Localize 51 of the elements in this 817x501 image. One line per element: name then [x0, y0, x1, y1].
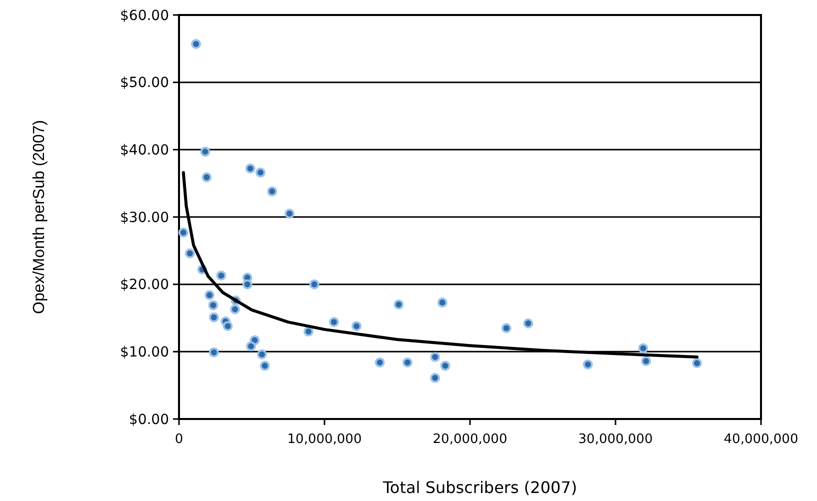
y-tick-label: $10.00	[120, 344, 169, 361]
point	[178, 227, 188, 238]
point	[191, 38, 202, 49]
point	[184, 248, 195, 258]
point	[641, 356, 652, 366]
point	[430, 352, 440, 362]
point	[216, 270, 226, 281]
point	[309, 279, 320, 290]
x-tick-label: 40,000,000	[724, 432, 798, 447]
point	[208, 347, 219, 358]
y-tick-label: $40.00	[120, 142, 169, 159]
point	[204, 290, 215, 300]
point	[255, 168, 266, 178]
y-tick-label: $30.00	[120, 210, 169, 226]
x-tick-label: 10,000,000	[287, 432, 362, 447]
point	[256, 349, 267, 360]
point	[242, 279, 252, 290]
point	[430, 372, 440, 383]
point	[402, 357, 412, 368]
point	[328, 317, 339, 328]
point	[437, 298, 448, 308]
y-tick-label: $20.00	[120, 277, 169, 294]
y-tick-label: $50.00	[120, 75, 169, 92]
point	[501, 323, 512, 334]
y-axis-title: Opex/Month perSub (2007)	[31, 120, 48, 314]
point	[230, 304, 240, 314]
point	[246, 341, 256, 352]
point	[523, 318, 534, 328]
point	[245, 164, 256, 174]
point	[202, 172, 212, 182]
y-tick-label: $60.00	[120, 8, 169, 24]
point	[638, 343, 648, 354]
point	[303, 326, 314, 336]
point	[352, 321, 362, 332]
point	[440, 360, 450, 371]
point	[208, 300, 218, 310]
x-axis-title: Total Subscribers (2007)	[382, 478, 578, 497]
x-tick-label: 30,000,000	[578, 432, 653, 447]
point	[222, 321, 233, 332]
point	[284, 208, 295, 219]
point	[200, 146, 210, 157]
point	[267, 186, 278, 196]
point	[582, 359, 593, 370]
point	[394, 300, 404, 310]
point	[208, 312, 219, 322]
x-tick-label: 20,000,000	[432, 432, 508, 447]
y-tick-label: $0.00	[128, 412, 169, 428]
point	[374, 357, 385, 368]
x-tick-label: 0	[174, 432, 184, 447]
point	[692, 358, 702, 368]
point	[260, 360, 270, 371]
